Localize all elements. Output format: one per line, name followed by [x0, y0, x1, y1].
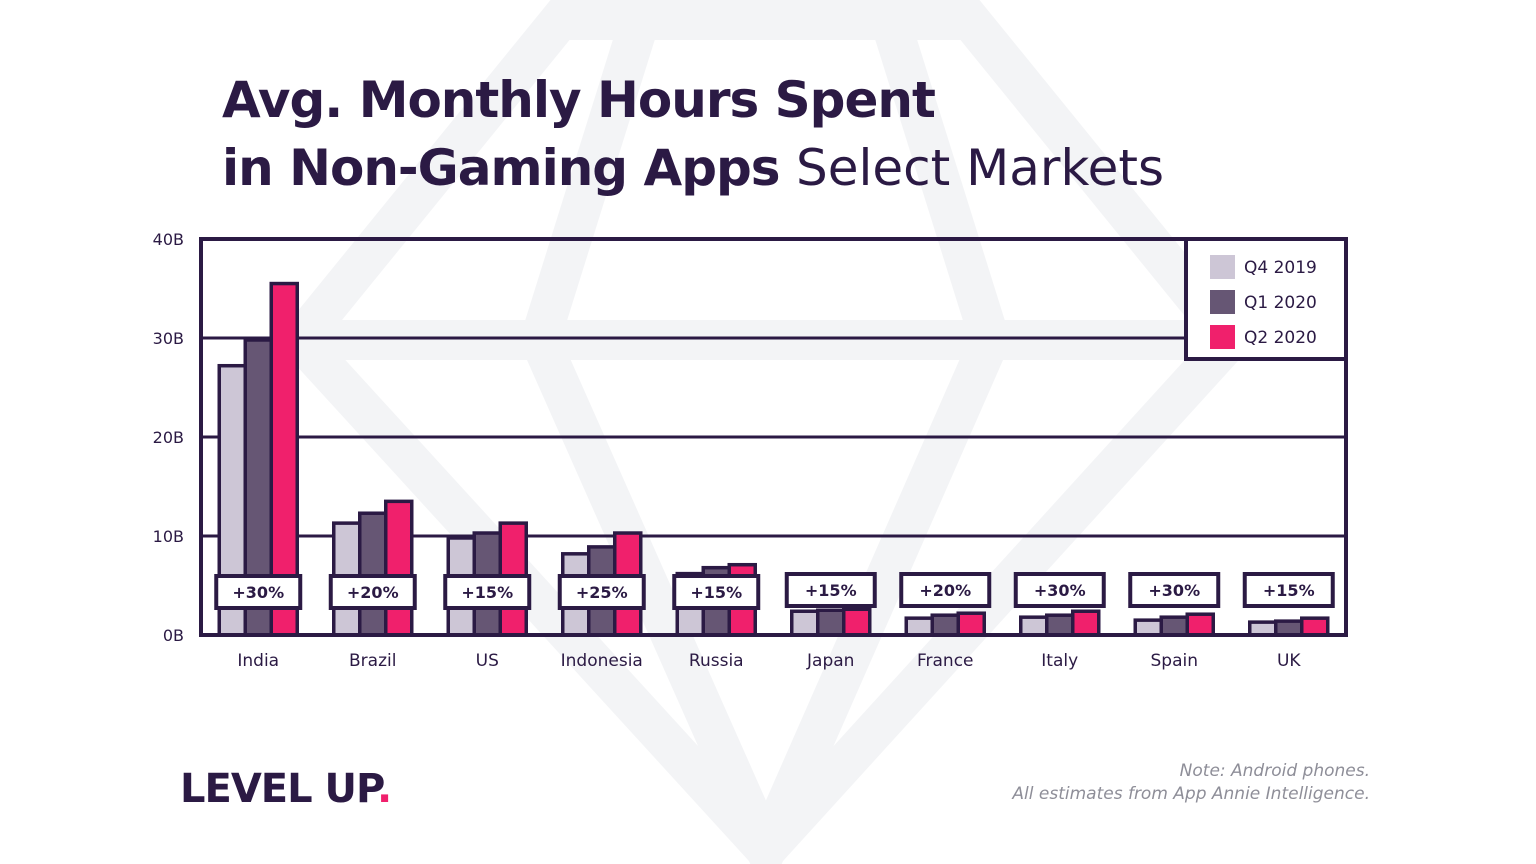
bar-france-q1-2020	[930, 613, 960, 637]
bar-spain-q4-2019	[1133, 618, 1163, 637]
y-tick-label: 40B	[153, 230, 184, 249]
bar-france-q4-2019	[904, 616, 934, 637]
note-line-2: All estimates from App Annie Intelligenc…	[1012, 784, 1370, 804]
growth-label: +20%	[347, 583, 399, 602]
growth-label: +30%	[1148, 581, 1200, 600]
growth-badge	[1242, 572, 1335, 608]
growth-label: +30%	[232, 583, 284, 602]
title-line-1: Avg. Monthly Hours Spent	[222, 71, 936, 129]
growth-badge	[443, 574, 532, 610]
bar-japan-q2-2020	[842, 607, 872, 637]
growth-label: +15%	[1263, 581, 1315, 600]
bar-spain-q2-2020	[1185, 612, 1215, 637]
bar-italy-q4-2019	[1019, 615, 1049, 637]
bar-uk-q1-2020	[1274, 619, 1304, 637]
growth-label: +15%	[805, 581, 857, 600]
logo-dot: .	[376, 766, 392, 812]
footnote: Note: Android phones. All estimates from…	[1012, 760, 1370, 806]
x-tick-label: Italy	[1041, 651, 1078, 671]
x-tick-label: Russia	[689, 651, 744, 671]
growth-label: +30%	[1034, 581, 1086, 600]
chart-title: Avg. Monthly Hours Spent in Non-Gaming A…	[222, 66, 1164, 202]
growth-badge	[557, 574, 646, 610]
bar-japan-q1-2020	[816, 608, 846, 637]
growth-label: +15%	[690, 583, 742, 602]
y-tick-label: 0B	[163, 626, 184, 645]
growth-label: +15%	[461, 583, 513, 602]
growth-badge	[214, 574, 303, 610]
growth-label: +25%	[576, 583, 628, 602]
logo-text: LEVEL UP	[180, 766, 378, 812]
x-tick-label: UK	[1277, 651, 1301, 671]
growth-label: +20%	[919, 581, 971, 600]
bar-brazil-q2-2020	[384, 499, 414, 637]
legend-label: Q1 2020	[1244, 293, 1317, 313]
x-tick-label: India	[237, 651, 279, 671]
title-line-2: in Non-Gaming Apps	[222, 139, 781, 197]
bar-japan-q4-2019	[790, 609, 820, 637]
note-line-1: Note: Android phones.	[1179, 761, 1370, 781]
legend-swatch	[1210, 290, 1235, 314]
level-up-logo: LEVEL UP.	[180, 766, 392, 812]
growth-badge	[899, 572, 992, 608]
y-tick-label: 10B	[153, 527, 184, 546]
growth-badge	[1128, 572, 1221, 608]
x-tick-label: US	[476, 651, 499, 671]
legend-swatch	[1210, 325, 1235, 349]
growth-badge	[1013, 572, 1106, 608]
legend-label: Q4 2019	[1244, 258, 1317, 278]
growth-badge	[328, 574, 417, 610]
bar-uk-q2-2020	[1300, 616, 1330, 637]
x-tick-label: Brazil	[349, 651, 396, 671]
x-tick-label: Japan	[806, 651, 854, 671]
bar-italy-q1-2020	[1045, 613, 1075, 637]
bar-france-q2-2020	[956, 611, 986, 637]
bar-italy-q2-2020	[1071, 609, 1101, 637]
bar-spain-q1-2020	[1159, 615, 1189, 637]
y-tick-label: 20B	[153, 428, 184, 447]
x-tick-label: Indonesia	[561, 651, 643, 671]
chart-subtitle: Select Markets	[795, 139, 1165, 197]
plot-frame	[199, 237, 1348, 637]
growth-badge	[672, 574, 761, 610]
x-tick-label: France	[917, 651, 974, 671]
legend-label: Q2 2020	[1244, 328, 1317, 348]
x-tick-label: Spain	[1151, 651, 1199, 671]
legend-swatch	[1210, 255, 1235, 279]
growth-badge	[784, 572, 877, 608]
y-tick-label: 30B	[153, 329, 184, 348]
